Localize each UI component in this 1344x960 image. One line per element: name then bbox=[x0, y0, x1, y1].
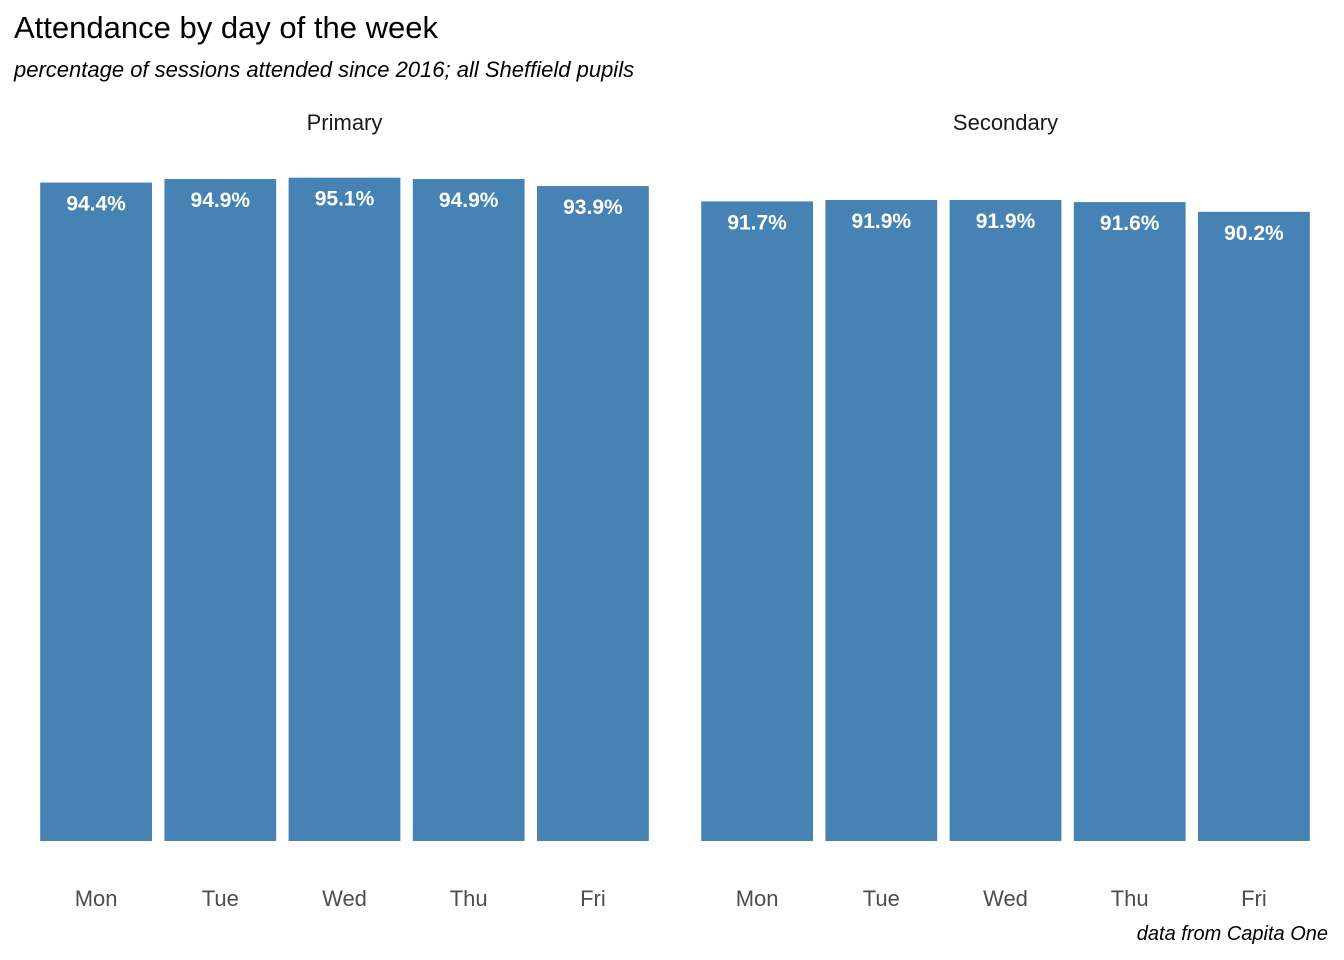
bar bbox=[1198, 211, 1310, 842]
data-label: 94.9% bbox=[439, 189, 499, 212]
data-label: 90.2% bbox=[1224, 222, 1284, 245]
x-tick-label: Fri bbox=[580, 886, 606, 911]
x-tick-label: Wed bbox=[983, 886, 1028, 911]
x-tick-label: Thu bbox=[1111, 886, 1149, 911]
x-tick-label: Tue bbox=[863, 886, 900, 911]
bar bbox=[949, 199, 1062, 841]
x-tick-label: Fri bbox=[1241, 886, 1267, 911]
bar bbox=[537, 186, 649, 842]
chart-caption: data from Capita One bbox=[1136, 923, 1328, 945]
data-label: 93.9% bbox=[563, 196, 623, 219]
data-label: 94.9% bbox=[191, 189, 251, 212]
data-label: 91.6% bbox=[1100, 212, 1160, 235]
bar bbox=[825, 199, 938, 841]
bar bbox=[288, 177, 401, 842]
bar bbox=[164, 179, 277, 841]
facet-label: Secondary bbox=[953, 110, 1058, 135]
bar bbox=[701, 201, 813, 841]
data-label: 94.4% bbox=[66, 193, 126, 216]
data-label: 95.1% bbox=[315, 188, 375, 211]
bar bbox=[1073, 202, 1186, 842]
x-tick-label: Tue bbox=[202, 886, 239, 911]
x-tick-label: Mon bbox=[736, 886, 779, 911]
chart-subtitle: percentage of sessions attended since 20… bbox=[14, 57, 635, 82]
bar bbox=[412, 179, 525, 841]
x-tick-label: Wed bbox=[322, 886, 367, 911]
chart-title: Attendance by day of the week bbox=[14, 10, 438, 45]
facet-label: Primary bbox=[307, 110, 383, 135]
data-label: 91.7% bbox=[727, 211, 787, 234]
data-label: 91.9% bbox=[852, 210, 912, 233]
data-label: 91.9% bbox=[976, 210, 1036, 233]
bar bbox=[40, 182, 152, 841]
x-tick-label: Thu bbox=[450, 886, 488, 911]
x-tick-label: Mon bbox=[75, 886, 118, 911]
